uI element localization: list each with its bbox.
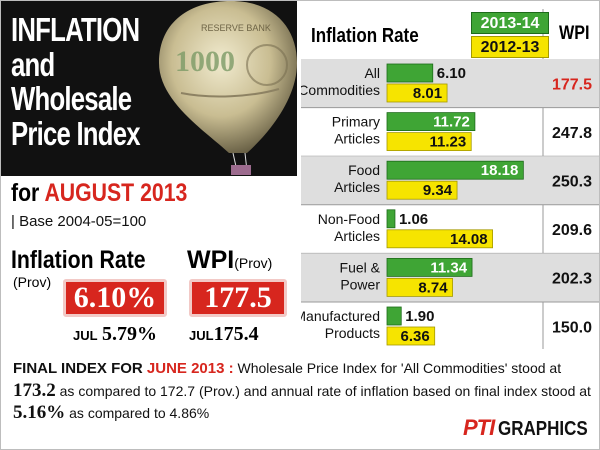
final-index-heading: FINAL INDEX FOR xyxy=(13,360,147,377)
category-label: Manufactured xyxy=(301,308,380,324)
final-inflation-value: 5.16% xyxy=(13,402,66,423)
bar-2013-14-value: 18.18 xyxy=(481,162,519,179)
bar-2012-13-value: 9.34 xyxy=(423,182,453,199)
footer-text-1: Wholesale Price Index for 'All Commoditi… xyxy=(233,360,562,376)
category-label: Articles xyxy=(334,131,380,147)
svg-text:1000: 1000 xyxy=(175,45,235,78)
base-year-note: | Base 2004-05=100 xyxy=(11,213,147,230)
wpi-prov-note: (Prov) xyxy=(234,255,273,271)
legend-2013-14: 2013-14 xyxy=(471,12,549,34)
category-label: Primary xyxy=(332,114,380,130)
bar-2012-13-value: 14.08 xyxy=(450,231,488,248)
wpi-value-cell: 177.5 xyxy=(552,76,592,93)
final-index-text: FINAL INDEX FOR JUNE 2013 : Wholesale Pr… xyxy=(13,357,593,424)
inflation-bar-chart: AllCommodities6.108.01177.5PrimaryArticl… xyxy=(301,9,599,349)
wpi-label: WPI(Prov) xyxy=(187,246,272,275)
wpi-value-cell: 209.6 xyxy=(552,222,592,239)
summary-panel: 1000 RESERVE BANK INFLATION and Wholesal… xyxy=(1,1,297,349)
bar-2012-13 xyxy=(386,277,453,297)
title-line: INFLATION xyxy=(11,11,140,48)
july-label: JUL xyxy=(189,328,214,343)
july-wpi-value: 175.4 xyxy=(213,323,259,345)
hero-banner: 1000 RESERVE BANK INFLATION and Wholesal… xyxy=(1,1,297,176)
footer-note: FINAL INDEX FOR JUNE 2013 : Wholesale Pr… xyxy=(1,349,599,449)
category-label: Power xyxy=(340,276,380,292)
category-label: Commodities xyxy=(301,82,380,98)
bar-2012-13-value: 8.74 xyxy=(418,279,448,296)
bar-2012-13 xyxy=(386,326,436,346)
bar-2013-14-value: 6.10 xyxy=(437,65,466,82)
balloon-illustration: 1000 RESERVE BANK xyxy=(159,1,297,175)
pti-graphics-credit: PTI GRAPHICS xyxy=(463,415,599,441)
category-label: Food xyxy=(348,162,380,178)
wpi-july: JUL175.4 xyxy=(189,323,259,346)
bar-2013-14 xyxy=(386,209,396,229)
wpi-value-cell: 150.0 xyxy=(552,319,592,336)
wpi-value-cell: 247.8 xyxy=(552,125,592,142)
inflation-prov-note: (Prov) xyxy=(13,274,52,290)
bar-2013-14-value: 1.06 xyxy=(399,211,428,228)
inflation-rate-value: 6.10% xyxy=(63,279,167,317)
bar-2013-14-value: 11.34 xyxy=(430,259,467,276)
svg-text:RESERVE BANK: RESERVE BANK xyxy=(201,23,271,33)
bar-2012-13 xyxy=(386,132,472,152)
chart-panel: All Commodities 6.10 8.01 177.5 Primary Articl… xyxy=(301,1,599,349)
july-inflation-value: 5.79% xyxy=(102,323,158,345)
bar-2013-14 xyxy=(386,112,476,131)
category-label: Fuel & xyxy=(340,259,381,275)
title-line: Price Index xyxy=(11,114,141,152)
bar-2013-14-value: 1.90 xyxy=(405,308,434,325)
wpi-value: 177.5 xyxy=(189,279,287,317)
inflation-july: JUL 5.79% xyxy=(73,323,157,346)
final-wpi-value: 173.2 xyxy=(13,380,56,401)
pti-logo: PTI xyxy=(463,415,495,440)
bar-2012-13-value: 11.23 xyxy=(430,134,467,151)
category-label: All xyxy=(364,65,380,81)
infographic-title: INFLATION and Wholesale Price Index xyxy=(11,11,161,152)
category-label: Articles xyxy=(334,179,380,195)
footer-text-2: as compared to 172.7 (Prov.) and annual … xyxy=(55,383,591,399)
bar-2012-13-value: 8.01 xyxy=(413,85,442,102)
bar-2012-13 xyxy=(386,229,493,249)
bar-2013-14 xyxy=(386,63,434,83)
title-line: Wholesale xyxy=(11,80,132,118)
category-label: Products xyxy=(325,325,380,341)
chart-title: Inflation Rate xyxy=(311,25,419,47)
bar-2012-13 xyxy=(386,83,448,103)
inflation-rate-label: Inflation Rate xyxy=(11,246,146,274)
bar-2012-13-value: 6.36 xyxy=(400,328,429,345)
wpi-label-text: WPI xyxy=(187,246,235,274)
bar-2013-14 xyxy=(386,160,524,180)
wpi-column-header: WPI xyxy=(559,23,590,44)
title-line: and xyxy=(11,45,55,83)
category-label: Articles xyxy=(334,228,380,244)
july-label: JUL xyxy=(73,328,98,343)
final-index-month: JUNE 2013 : xyxy=(146,360,234,377)
bar-2013-14 xyxy=(386,306,402,326)
period-prefix: for xyxy=(11,179,45,207)
category-label: Non-Food xyxy=(318,211,380,227)
footer-text-3: as compared to 4.86% xyxy=(65,405,210,421)
wpi-value-cell: 202.3 xyxy=(552,271,592,288)
period-heading: for AUGUST 2013 xyxy=(11,179,187,208)
bar-2013-14-value: 11.72 xyxy=(433,114,470,131)
category-row-band xyxy=(301,59,599,108)
period-month: AUGUST 2013 xyxy=(44,179,188,207)
legend-2012-13: 2012-13 xyxy=(471,36,549,58)
bar-2013-14 xyxy=(386,257,473,277)
bar-2012-13 xyxy=(386,180,458,200)
graphics-label: GRAPHICS xyxy=(498,418,588,440)
wpi-value-cell: 250.3 xyxy=(552,174,592,191)
